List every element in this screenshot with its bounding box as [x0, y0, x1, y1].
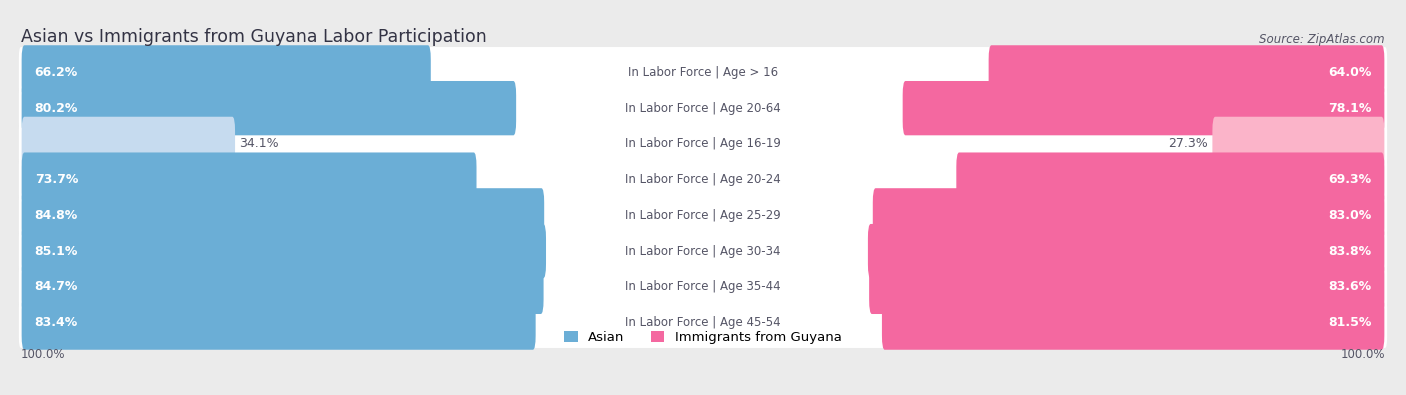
Text: 34.1%: 34.1% [239, 137, 278, 150]
Text: 83.0%: 83.0% [1329, 209, 1371, 222]
FancyBboxPatch shape [21, 295, 536, 350]
FancyBboxPatch shape [988, 45, 1385, 100]
Text: 83.8%: 83.8% [1329, 245, 1371, 258]
FancyBboxPatch shape [18, 47, 1388, 98]
Text: 66.2%: 66.2% [35, 66, 77, 79]
FancyBboxPatch shape [18, 226, 1388, 276]
FancyBboxPatch shape [956, 152, 1385, 207]
Text: 69.3%: 69.3% [1329, 173, 1371, 186]
FancyBboxPatch shape [21, 188, 544, 243]
Text: In Labor Force | Age 20-24: In Labor Force | Age 20-24 [626, 173, 780, 186]
Text: 27.3%: 27.3% [1168, 137, 1208, 150]
Text: 85.1%: 85.1% [35, 245, 79, 258]
FancyBboxPatch shape [869, 260, 1385, 314]
Text: 83.6%: 83.6% [1329, 280, 1371, 293]
FancyBboxPatch shape [21, 45, 430, 100]
Text: 78.1%: 78.1% [1327, 102, 1371, 115]
Text: 73.7%: 73.7% [35, 173, 79, 186]
FancyBboxPatch shape [903, 81, 1385, 135]
Text: 64.0%: 64.0% [1327, 66, 1371, 79]
FancyBboxPatch shape [868, 224, 1385, 278]
Text: 84.7%: 84.7% [35, 280, 79, 293]
FancyBboxPatch shape [873, 188, 1385, 243]
FancyBboxPatch shape [18, 297, 1388, 348]
Text: Source: ZipAtlas.com: Source: ZipAtlas.com [1260, 33, 1385, 45]
Text: In Labor Force | Age 30-34: In Labor Force | Age 30-34 [626, 245, 780, 258]
Text: 100.0%: 100.0% [21, 348, 66, 361]
Text: 84.8%: 84.8% [35, 209, 77, 222]
Text: In Labor Force | Age 16-19: In Labor Force | Age 16-19 [626, 137, 780, 150]
Text: In Labor Force | Age 35-44: In Labor Force | Age 35-44 [626, 280, 780, 293]
FancyBboxPatch shape [18, 190, 1388, 241]
Text: In Labor Force | Age 45-54: In Labor Force | Age 45-54 [626, 316, 780, 329]
FancyBboxPatch shape [18, 83, 1388, 134]
Text: 100.0%: 100.0% [1340, 348, 1385, 361]
Text: In Labor Force | Age 20-64: In Labor Force | Age 20-64 [626, 102, 780, 115]
Text: In Labor Force | Age > 16: In Labor Force | Age > 16 [628, 66, 778, 79]
FancyBboxPatch shape [18, 118, 1388, 169]
FancyBboxPatch shape [21, 224, 546, 278]
FancyBboxPatch shape [18, 261, 1388, 312]
Text: 83.4%: 83.4% [35, 316, 77, 329]
FancyBboxPatch shape [1212, 117, 1385, 171]
FancyBboxPatch shape [21, 260, 544, 314]
FancyBboxPatch shape [882, 295, 1385, 350]
Text: 81.5%: 81.5% [1327, 316, 1371, 329]
Text: Asian vs Immigrants from Guyana Labor Participation: Asian vs Immigrants from Guyana Labor Pa… [21, 28, 486, 45]
Legend: Asian, Immigrants from Guyana: Asian, Immigrants from Guyana [564, 331, 842, 344]
FancyBboxPatch shape [21, 81, 516, 135]
Text: In Labor Force | Age 25-29: In Labor Force | Age 25-29 [626, 209, 780, 222]
FancyBboxPatch shape [21, 152, 477, 207]
Text: 80.2%: 80.2% [35, 102, 79, 115]
FancyBboxPatch shape [18, 154, 1388, 205]
FancyBboxPatch shape [21, 117, 235, 171]
